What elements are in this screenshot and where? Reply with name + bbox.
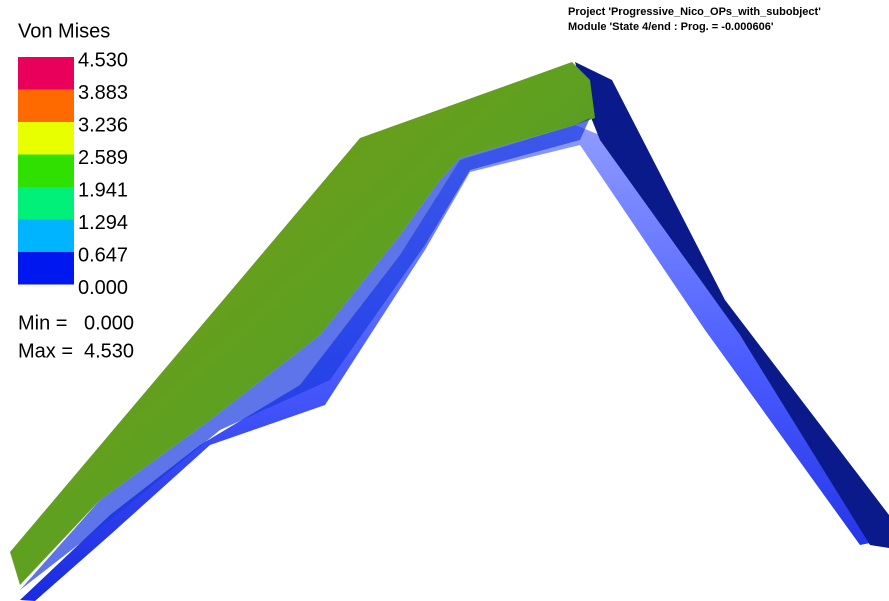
legend-swatch xyxy=(18,90,74,123)
legend-label: 3.236 xyxy=(78,114,128,136)
legend-swatch xyxy=(18,220,74,253)
legend-swatch xyxy=(18,187,74,220)
legend-label: 4.530 xyxy=(78,49,128,71)
module-name: Module 'State 4/end : Prog. = -0.000606' xyxy=(568,21,774,33)
min-label: Min = xyxy=(18,312,67,334)
legend-label: 0.000 xyxy=(78,277,128,299)
legend: 4.530 3.883 3.236 2.589 1.941 1.294 0.647 0.000 xyxy=(18,49,128,299)
legend-label: 2.589 xyxy=(78,147,128,169)
project-name: Project 'Progressive_Nico_OPs_with_subob… xyxy=(568,6,821,18)
legend-label: 0.647 xyxy=(78,244,128,266)
legend-swatch xyxy=(18,252,74,285)
legend-title: Von Mises xyxy=(18,20,110,42)
legend-label: 3.883 xyxy=(78,82,128,104)
legend-swatch xyxy=(18,155,74,188)
legend-label: 1.294 xyxy=(78,212,128,234)
part-model xyxy=(10,62,889,601)
legend-label: 1.941 xyxy=(78,179,128,201)
part-right-side xyxy=(575,62,889,548)
legend-swatch xyxy=(18,122,74,155)
legend-swatch xyxy=(18,57,74,90)
max-value: 4.530 xyxy=(84,340,134,362)
min-value: 0.000 xyxy=(84,312,134,334)
viewport: Von Mises 4.530 3.883 3.236 2.589 1.941 1.294… xyxy=(0,0,889,601)
max-label: Max = xyxy=(18,340,73,362)
